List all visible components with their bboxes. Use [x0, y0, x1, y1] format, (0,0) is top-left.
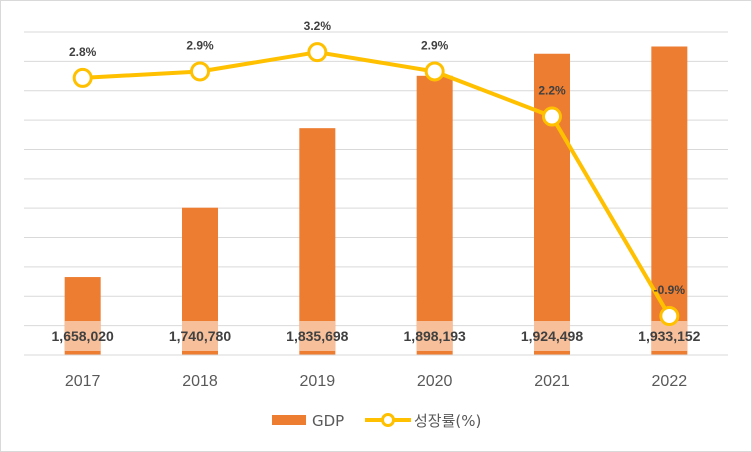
gridlines — [24, 31, 728, 356]
gdp-data-label: 1,898,193 — [404, 328, 466, 344]
legend-gdp-label: GDP — [312, 412, 344, 430]
x-tick-label: 2018 — [182, 373, 218, 390]
growth-point-2019 — [307, 42, 328, 63]
growth-line: 2.8% 2.9% 3.2% 2.9% 2.2% -0.9% — [69, 19, 686, 326]
gdp-bar-2022 — [651, 46, 688, 355]
x-tick-label: 2021 — [534, 373, 570, 390]
gdp-bars: 1,658,020 1,740,780 1,835,698 1,898,193 1,92… — [52, 46, 701, 356]
growth-data-label: 3.2% — [304, 19, 332, 33]
growth-series-line — [82, 50, 672, 318]
gdp-data-label: 1,933,152 — [638, 328, 700, 344]
gdp-bar-2021 — [534, 53, 570, 355]
gdp-bar-2020 — [416, 75, 453, 356]
gdp-data-label: 1,658,020 — [52, 328, 114, 344]
x-tick-label: 2022 — [652, 373, 688, 390]
growth-point-2018 — [190, 61, 210, 82]
growth-data-label: 2.8% — [69, 45, 97, 59]
gdp-label-bg — [64, 321, 101, 351]
gdp-label-bg — [534, 321, 570, 351]
legend-growth-label: 성장률(%) — [414, 412, 481, 430]
gdp-data-label: 1,924,498 — [521, 328, 583, 344]
x-tick-label: 2020 — [417, 373, 453, 390]
gdp-label-bg — [299, 321, 336, 351]
growth-point-2021 — [542, 106, 562, 127]
x-tick-label: 2019 — [300, 373, 336, 390]
legend-growth-marker — [381, 413, 395, 427]
growth-point-2022 — [659, 306, 680, 326]
growth-data-label: 2.9% — [186, 38, 214, 52]
gdp-data-label: 1,740,780 — [169, 328, 231, 344]
legend-gdp-swatch — [272, 415, 306, 425]
growth-data-label: 2.9% — [421, 38, 449, 52]
gdp-label-bg — [416, 321, 453, 351]
gdp-label-bg — [182, 321, 218, 351]
x-axis: 2017 2018 2019 2020 2021 2022 — [24, 354, 728, 390]
x-tick-label: 2017 — [65, 373, 101, 390]
gdp-data-label: 1,835,698 — [286, 328, 348, 344]
growth-data-label: 2.2% — [538, 84, 566, 98]
growth-data-label: -0.9% — [654, 283, 686, 297]
gdp-bar-2019 — [299, 128, 336, 355]
growth-point-2017 — [72, 67, 93, 88]
growth-point-2020 — [424, 61, 445, 82]
legend: GDP 성장률(%) — [272, 412, 481, 430]
